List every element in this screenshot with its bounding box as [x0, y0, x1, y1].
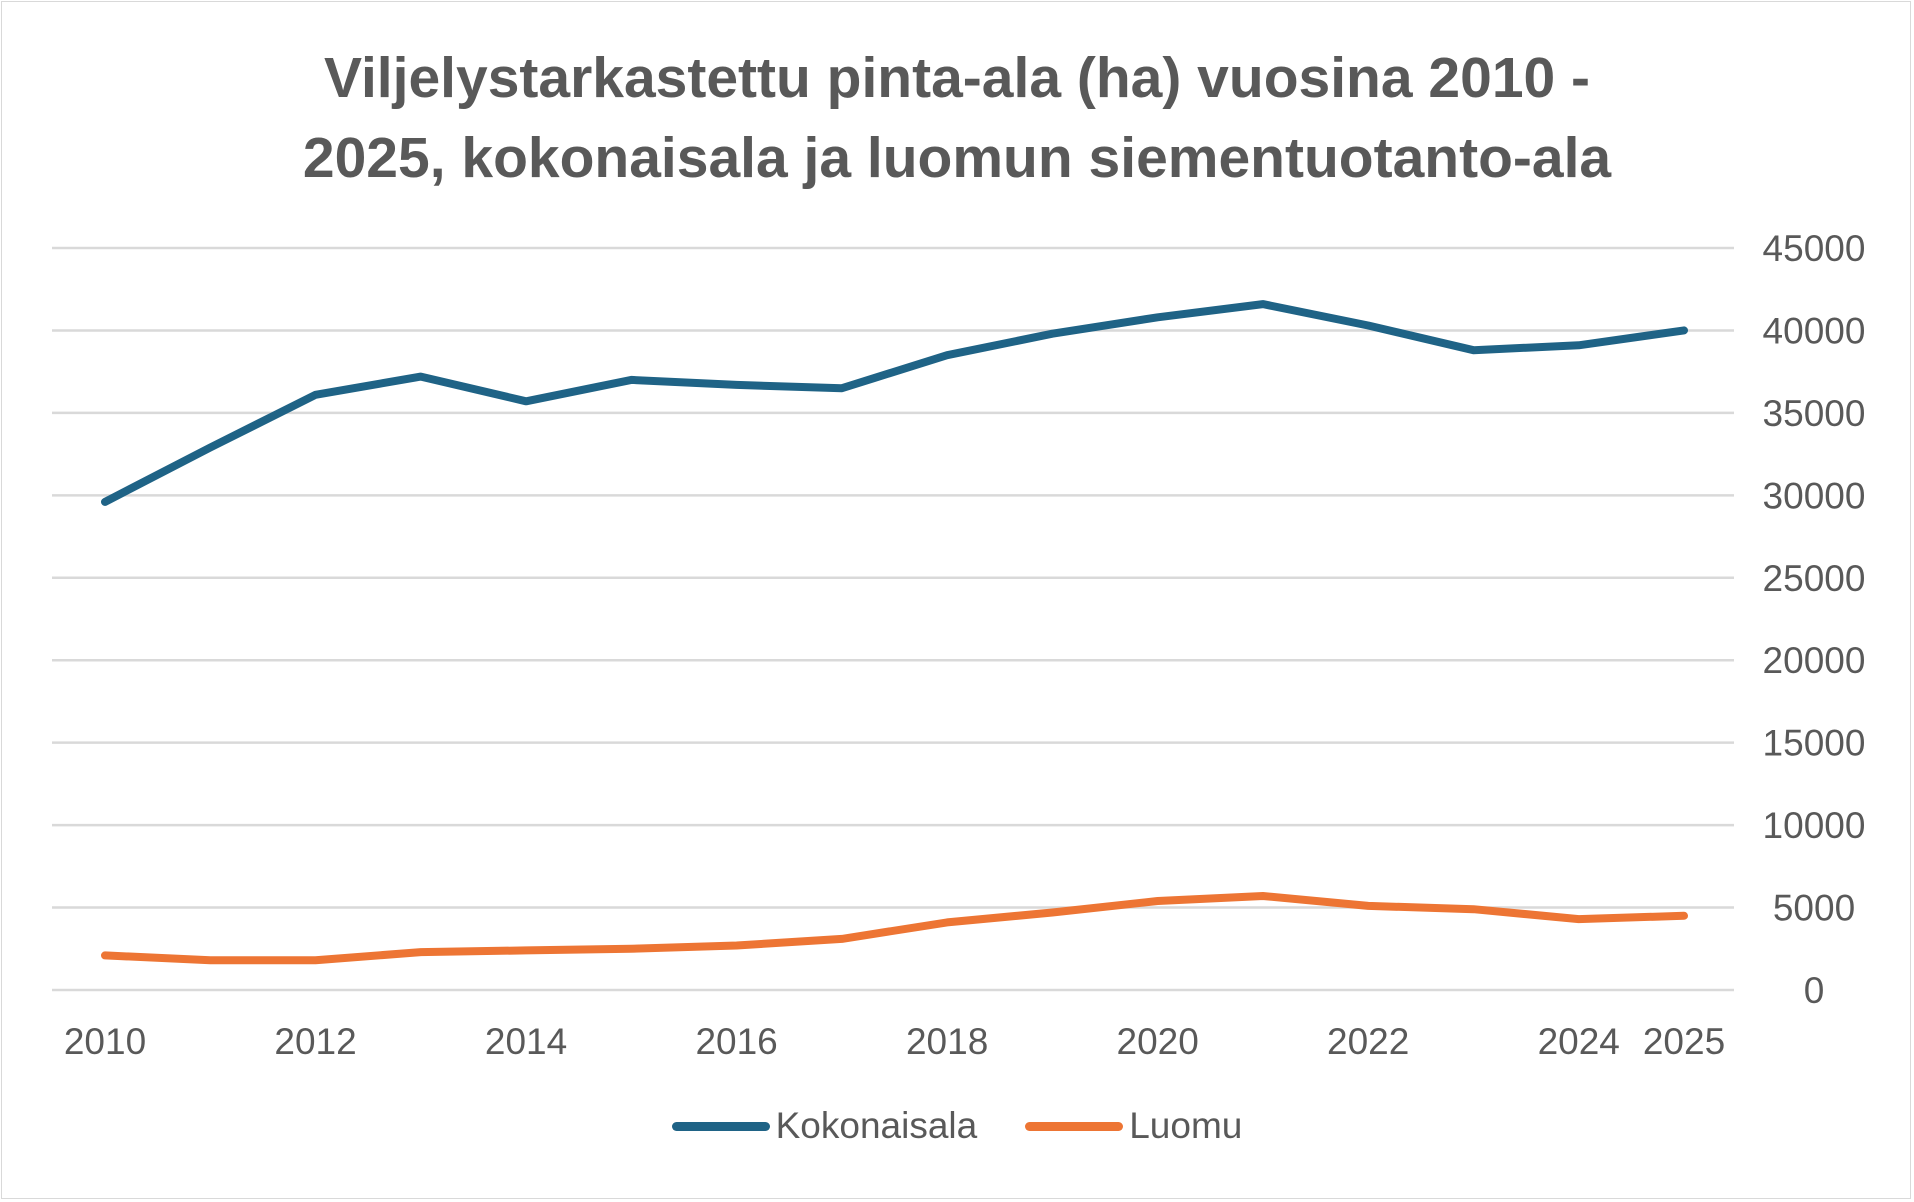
legend-item-kokonaisala: Kokonaisala	[671, 1105, 978, 1147]
y-tick-label-40000: 40000	[1763, 310, 1866, 351]
y-tick-label-35000: 35000	[1763, 393, 1866, 434]
series-lines	[101, 300, 1688, 965]
x-tick-label-2022: 2022	[1327, 1021, 1409, 1062]
y-tick-label-20000: 20000	[1763, 640, 1866, 681]
y-tick-label-25000: 25000	[1763, 558, 1866, 599]
legend-swatch-kokonaisala	[671, 1121, 770, 1131]
x-tick-label-2012: 2012	[274, 1021, 356, 1062]
x-tick-label-2016: 2016	[695, 1021, 777, 1062]
legend-item-luomu: Luomu	[1025, 1105, 1242, 1147]
y-axis-tick-labels: 45000 40000 35000 30000 25000 20000 15000 10000…	[1763, 228, 1866, 1011]
legend-label-kokonaisala: Kokonaisala	[775, 1105, 978, 1146]
legend: Kokonaisala Luomu	[0, 1105, 1914, 1147]
chart-title: Viljelystarkastettu pinta-ala (ha) vuosi…	[0, 38, 1914, 198]
y-tick-label-0: 0	[1804, 970, 1825, 1011]
x-tick-label-2020: 2020	[1117, 1021, 1199, 1062]
y-tick-label-30000: 30000	[1763, 475, 1866, 516]
x-tick-label-2010: 2010	[64, 1021, 146, 1062]
series-line-kokonaisala	[101, 300, 1688, 506]
chart-title-line-2: 2025, kokonaisala ja luomun siementuotan…	[302, 126, 1612, 190]
gridlines	[52, 246, 1734, 992]
legend-swatch-luomu	[1025, 1121, 1124, 1131]
y-tick-label-5000: 5000	[1773, 888, 1855, 929]
x-tick-label-2014: 2014	[485, 1021, 567, 1062]
x-tick-label-2024: 2024	[1538, 1021, 1620, 1062]
x-tick-label-2018: 2018	[906, 1021, 988, 1062]
y-tick-label-45000: 45000	[1763, 228, 1866, 269]
legend-label-luomu: Luomu	[1129, 1105, 1243, 1146]
x-axis-tick-labels: 2010 2012 2014 2016 2018 2020 2022 2024 2025	[64, 1021, 1725, 1062]
series-line-luomu	[101, 892, 1688, 965]
y-tick-label-10000: 10000	[1763, 805, 1866, 846]
chart-title-line-1: Viljelystarkastettu pinta-ala (ha) vuosi…	[323, 46, 1591, 110]
x-tick-label-2025: 2025	[1643, 1021, 1725, 1062]
y-tick-label-15000: 15000	[1763, 723, 1866, 764]
